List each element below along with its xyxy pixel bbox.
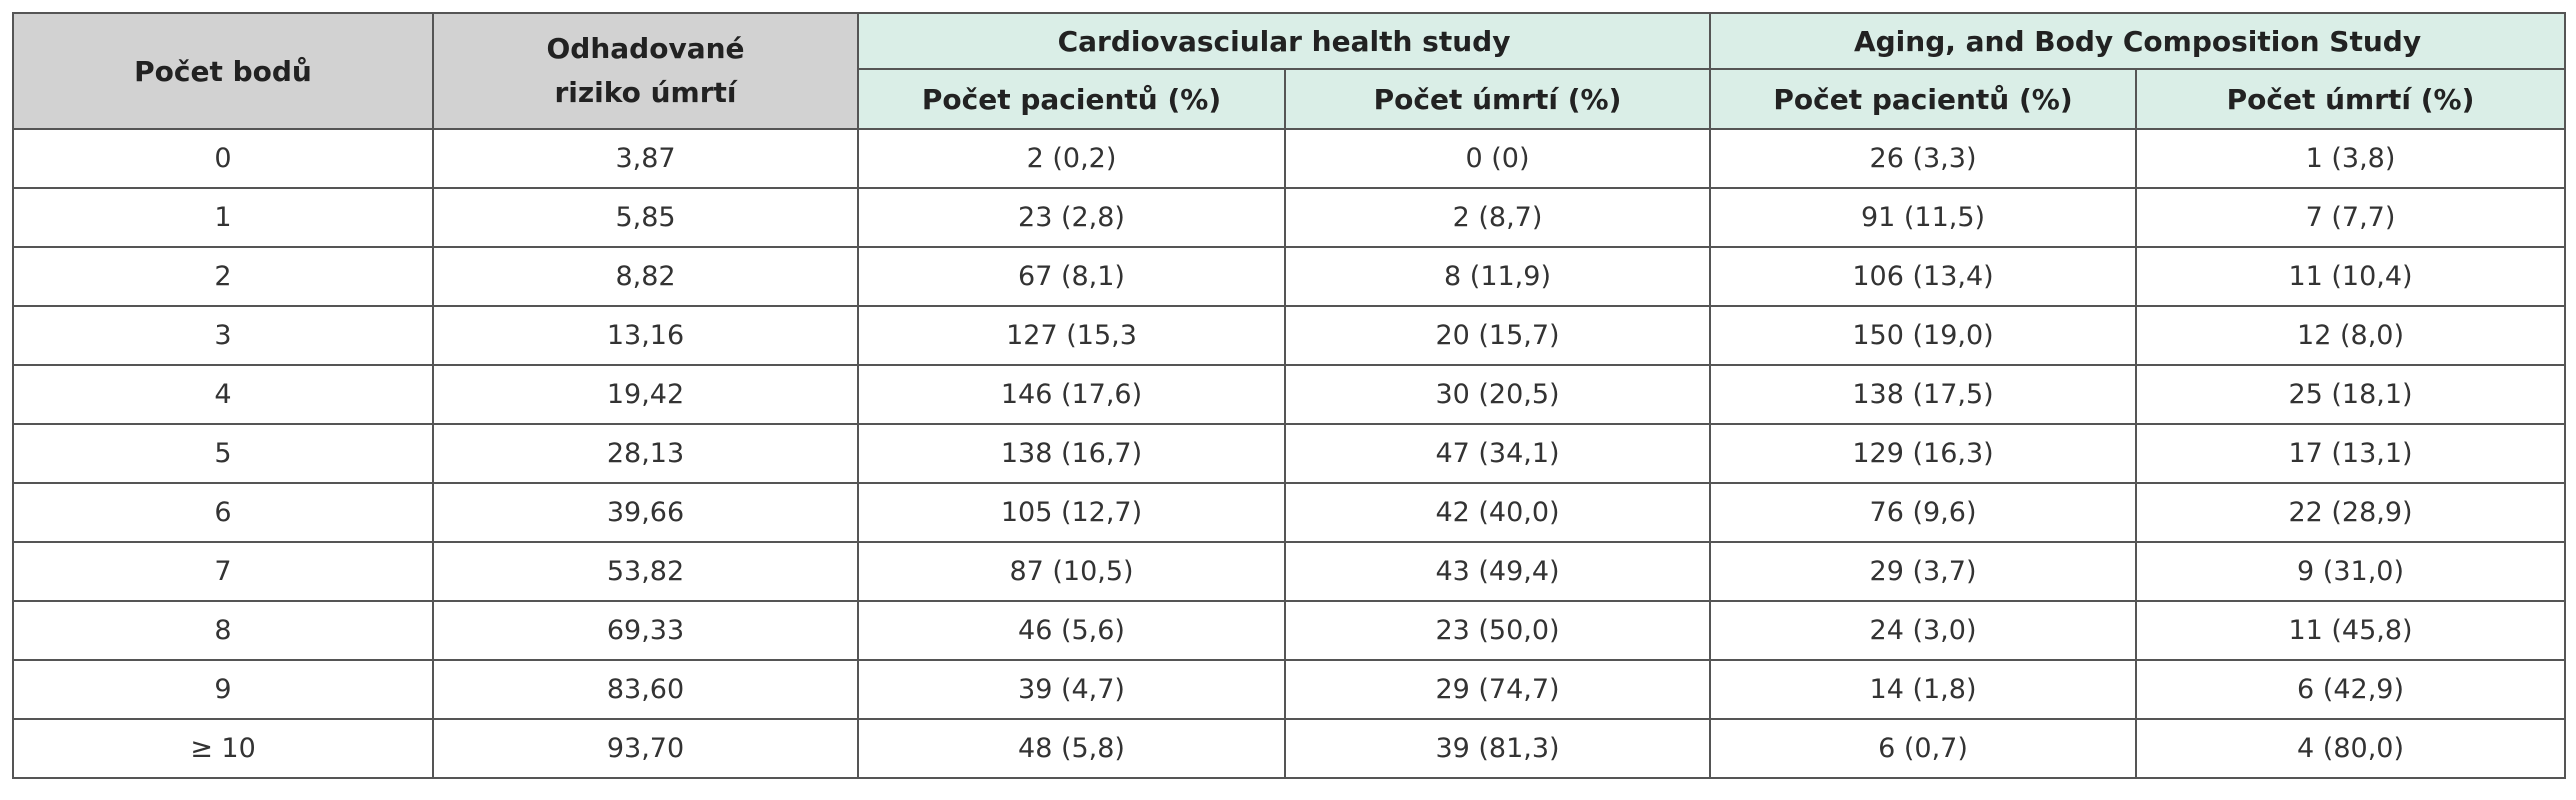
cell-points: 1 bbox=[12, 187, 434, 248]
cell-points: 3 bbox=[12, 305, 434, 366]
cell-points: 6 bbox=[12, 482, 434, 543]
cell-abc-patients: 24 (3,0) bbox=[1709, 600, 2138, 661]
cell-chs-patients: 23 (2,8) bbox=[857, 187, 1286, 248]
cell-chs-deaths: 23 (50,0) bbox=[1283, 600, 1712, 661]
cell-chs-deaths: 43 (49,4) bbox=[1283, 541, 1712, 602]
cell-abc-patients: 91 (11,5) bbox=[1709, 187, 2138, 248]
header-group-abc: Aging, and Body Composition Study bbox=[1709, 12, 2567, 70]
cell-chs-deaths: 39 (81,3) bbox=[1283, 718, 1712, 779]
risk-table: Počet bodů Odhadované riziko úmrtí Cardi… bbox=[12, 12, 2567, 779]
cell-chs-deaths: 30 (20,5) bbox=[1283, 364, 1712, 425]
table-row: 8 69,33 46 (5,6) 23 (50,0) 24 (3,0) 11 (45,8) bbox=[12, 600, 2567, 661]
cell-abc-deaths: 4 (80,0) bbox=[2135, 718, 2567, 779]
table-row: 2 8,82 67 (8,1) 8 (11,9) 106 (13,4) 11 (10,4) bbox=[12, 246, 2567, 307]
cell-chs-deaths: 0 (0) bbox=[1283, 128, 1712, 189]
cell-chs-deaths: 42 (40,0) bbox=[1283, 482, 1712, 543]
cell-abc-patients: 129 (16,3) bbox=[1709, 423, 2138, 484]
header-estimated-risk-line1: Odhadované bbox=[546, 32, 745, 65]
cell-chs-patients: 138 (16,7) bbox=[857, 423, 1286, 484]
header-chs-deaths: Počet úmrtí (%) bbox=[1283, 68, 1712, 130]
cell-chs-deaths: 8 (11,9) bbox=[1283, 246, 1712, 307]
cell-abc-deaths: 6 (42,9) bbox=[2135, 659, 2567, 720]
header-chs-patients: Počet pacientů (%) bbox=[857, 68, 1286, 130]
cell-abc-deaths: 1 (3,8) bbox=[2135, 128, 2567, 189]
cell-abc-deaths: 7 (7,7) bbox=[2135, 187, 2567, 248]
cell-chs-patients: 105 (12,7) bbox=[857, 482, 1286, 543]
cell-estimated-risk: 19,42 bbox=[432, 364, 859, 425]
cell-points: 2 bbox=[12, 246, 434, 307]
table-row: 1 5,85 23 (2,8) 2 (8,7) 91 (11,5) 7 (7,7) bbox=[12, 187, 2567, 248]
table-row: 3 13,16 127 (15,3 20 (15,7) 150 (19,0) 12 (8,… bbox=[12, 305, 2567, 366]
table-row: 9 83,60 39 (4,7) 29 (74,7) 14 (1,8) 6 (42,9) bbox=[12, 659, 2567, 720]
cell-points: 0 bbox=[12, 128, 434, 189]
cell-estimated-risk: 13,16 bbox=[432, 305, 859, 366]
header-estimated-risk: Odhadované riziko úmrtí bbox=[432, 12, 859, 130]
cell-points: 8 bbox=[12, 600, 434, 661]
cell-points: ≥ 10 bbox=[12, 718, 434, 779]
header-estimated-risk-line2: riziko úmrtí bbox=[554, 76, 737, 109]
cell-chs-patients: 46 (5,6) bbox=[857, 600, 1286, 661]
cell-abc-patients: 26 (3,3) bbox=[1709, 128, 2138, 189]
cell-abc-patients: 6 (0,7) bbox=[1709, 718, 2138, 779]
table-row: 0 3,87 2 (0,2) 0 (0) 26 (3,3) 1 (3,8) bbox=[12, 128, 2567, 189]
cell-abc-patients: 150 (19,0) bbox=[1709, 305, 2138, 366]
cell-chs-patients: 39 (4,7) bbox=[857, 659, 1286, 720]
table-row: 5 28,13 138 (16,7) 47 (34,1) 129 (16,3) 17 (1… bbox=[12, 423, 2567, 484]
cell-points: 9 bbox=[12, 659, 434, 720]
cell-abc-deaths: 25 (18,1) bbox=[2135, 364, 2567, 425]
cell-chs-deaths: 2 (8,7) bbox=[1283, 187, 1712, 248]
cell-chs-patients: 87 (10,5) bbox=[857, 541, 1286, 602]
cell-abc-patients: 106 (13,4) bbox=[1709, 246, 2138, 307]
cell-estimated-risk: 69,33 bbox=[432, 600, 859, 661]
cell-chs-deaths: 47 (34,1) bbox=[1283, 423, 1712, 484]
header-abc-deaths: Počet úmrtí (%) bbox=[2135, 68, 2567, 130]
cell-chs-patients: 67 (8,1) bbox=[857, 246, 1286, 307]
cell-estimated-risk: 53,82 bbox=[432, 541, 859, 602]
cell-points: 4 bbox=[12, 364, 434, 425]
cell-estimated-risk: 93,70 bbox=[432, 718, 859, 779]
cell-abc-patients: 76 (9,6) bbox=[1709, 482, 2138, 543]
cell-abc-deaths: 11 (45,8) bbox=[2135, 600, 2567, 661]
cell-abc-patients: 138 (17,5) bbox=[1709, 364, 2138, 425]
cell-points: 7 bbox=[12, 541, 434, 602]
header-points: Počet bodů bbox=[12, 12, 434, 130]
table-row: 7 53,82 87 (10,5) 43 (49,4) 29 (3,7) 9 (31,0) bbox=[12, 541, 2567, 602]
cell-abc-deaths: 9 (31,0) bbox=[2135, 541, 2567, 602]
header-group-chs: Cardiovasciular health study bbox=[856, 12, 1712, 70]
table-row: 4 19,42 146 (17,6) 30 (20,5) 138 (17,5) 25 (1… bbox=[12, 364, 2567, 425]
cell-estimated-risk: 28,13 bbox=[432, 423, 859, 484]
cell-chs-patients: 2 (0,2) bbox=[857, 128, 1286, 189]
header-abc-patients: Počet pacientů (%) bbox=[1709, 68, 2138, 130]
cell-chs-patients: 127 (15,3 bbox=[857, 305, 1286, 366]
cell-points: 5 bbox=[12, 423, 434, 484]
cell-chs-patients: 48 (5,8) bbox=[857, 718, 1286, 779]
cell-abc-deaths: 22 (28,9) bbox=[2135, 482, 2567, 543]
cell-estimated-risk: 5,85 bbox=[432, 187, 859, 248]
cell-estimated-risk: 3,87 bbox=[432, 128, 859, 189]
cell-abc-deaths: 11 (10,4) bbox=[2135, 246, 2567, 307]
table-body: 0 3,87 2 (0,2) 0 (0) 26 (3,3) 1 (3,8) 1 5,85 23 … bbox=[12, 128, 2567, 779]
table-row: 6 39,66 105 (12,7) 42 (40,0) 76 (9,6) 22 (28,… bbox=[12, 482, 2567, 543]
cell-abc-patients: 14 (1,8) bbox=[1709, 659, 2138, 720]
cell-abc-deaths: 12 (8,0) bbox=[2135, 305, 2567, 366]
cell-chs-patients: 146 (17,6) bbox=[857, 364, 1286, 425]
cell-abc-deaths: 17 (13,1) bbox=[2135, 423, 2567, 484]
table-header: Počet bodů Odhadované riziko úmrtí Cardi… bbox=[12, 12, 2567, 130]
cell-estimated-risk: 83,60 bbox=[432, 659, 859, 720]
cell-chs-deaths: 29 (74,7) bbox=[1283, 659, 1712, 720]
cell-estimated-risk: 8,82 bbox=[432, 246, 859, 307]
cell-chs-deaths: 20 (15,7) bbox=[1283, 305, 1712, 366]
cell-estimated-risk: 39,66 bbox=[432, 482, 859, 543]
table-row: ≥ 10 93,70 48 (5,8) 39 (81,3) 6 (0,7) 4 (80,0… bbox=[12, 718, 2567, 779]
cell-abc-patients: 29 (3,7) bbox=[1709, 541, 2138, 602]
table-container: Počet bodů Odhadované riziko úmrtí Cardi… bbox=[12, 12, 2567, 779]
